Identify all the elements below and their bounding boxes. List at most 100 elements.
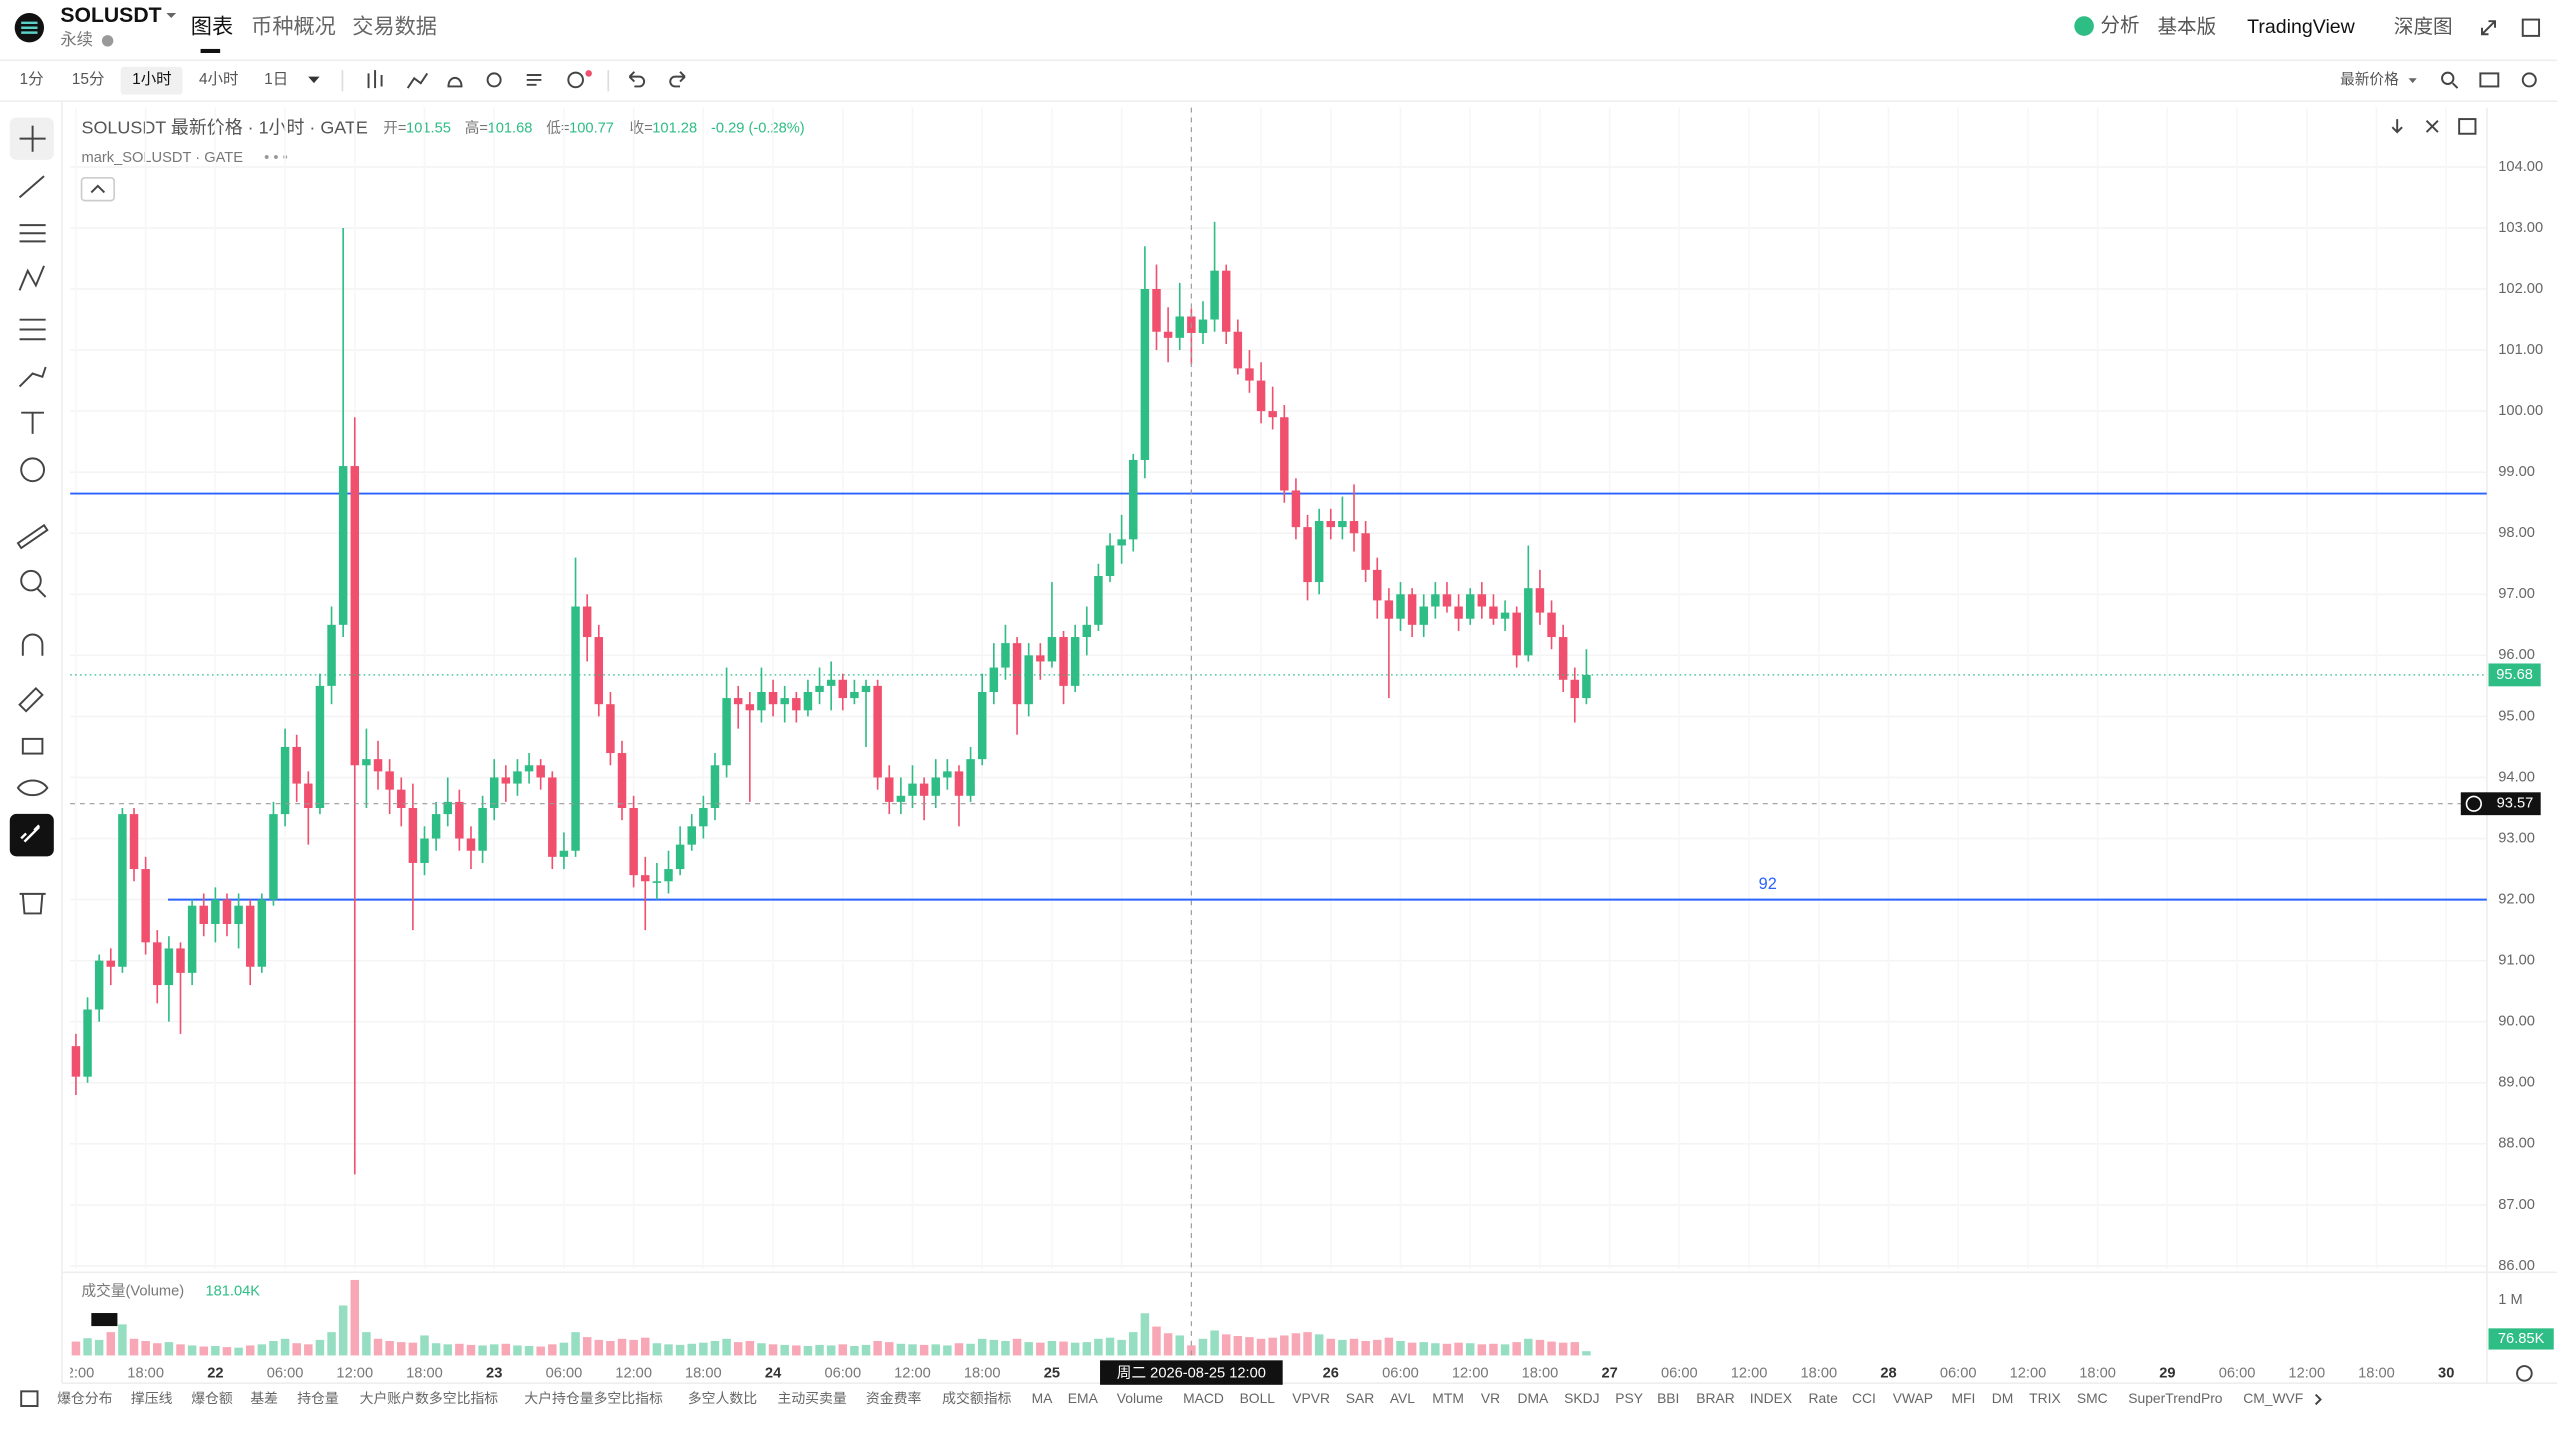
crosshair-add[interactable] xyxy=(2465,795,2482,812)
volume-bar xyxy=(1024,1342,1033,1356)
pane-icons[interactable] xyxy=(2391,118,2477,135)
indicator-tab[interactable]: Volume xyxy=(1117,1390,1164,1406)
tab[interactable]: 交易数据 xyxy=(352,14,437,38)
interval[interactable]: 1小时 xyxy=(132,70,172,88)
indicator-tab[interactable]: 持仓量 xyxy=(297,1390,339,1406)
indicator-tab[interactable]: MACD xyxy=(1183,1390,1224,1406)
indicator-tab[interactable]: BRAR xyxy=(1696,1390,1735,1406)
indicator-tab[interactable]: 资金费率 xyxy=(866,1390,922,1406)
indicator-tab[interactable]: 爆仓分布 xyxy=(57,1390,113,1406)
toolbar-right-icons[interactable] xyxy=(2441,71,2537,89)
layout-icon[interactable] xyxy=(20,1390,39,1407)
indicator-tab[interactable]: SMC xyxy=(2077,1390,2108,1406)
candle-body xyxy=(710,765,720,809)
indicator-tab[interactable]: BBI xyxy=(1657,1390,1679,1406)
candle-body xyxy=(1361,533,1370,570)
tab[interactable]: 币种概况 xyxy=(251,14,336,38)
indicator-tab[interactable]: TRIX xyxy=(2029,1390,2061,1406)
toolbar-icons[interactable] xyxy=(367,70,686,89)
indicator-tab[interactable]: 主动买卖量 xyxy=(777,1390,846,1406)
indicator-tab[interactable]: 撑压线 xyxy=(131,1390,173,1406)
indicator-tab[interactable]: MTM xyxy=(1432,1390,1464,1406)
indicator-tab[interactable]: VWAP xyxy=(1893,1390,1933,1406)
price-type[interactable]: 最新价格 xyxy=(2340,71,2399,88)
volume-bar xyxy=(536,1346,545,1356)
symbol[interactable]: SOLUSDT xyxy=(60,4,161,27)
indicator-tab[interactable]: SAR xyxy=(1346,1390,1374,1406)
interval[interactable]: 1日 xyxy=(264,71,288,88)
volume-bar xyxy=(1175,1335,1184,1356)
indicator-tab[interactable]: DMA xyxy=(1517,1390,1549,1406)
settings-icon[interactable] xyxy=(2516,1365,2533,1382)
volume-bar xyxy=(768,1344,778,1356)
candle-body xyxy=(1419,606,1428,625)
volume-name: 成交量(Volume) xyxy=(82,1282,185,1300)
indicator-tab[interactable]: CM_WVF xyxy=(2243,1390,2303,1406)
indicator-tab[interactable]: SKDJ xyxy=(1564,1390,1599,1406)
link[interactable]: 基本版 xyxy=(2157,16,2216,38)
indicator-tab[interactable]: MA xyxy=(1032,1390,1054,1406)
indicator-tab[interactable]: DM xyxy=(1992,1390,2014,1406)
candle-body xyxy=(989,667,999,692)
candle-body xyxy=(896,795,906,802)
x-tick-label: 12:00 xyxy=(615,1365,652,1381)
candle-body xyxy=(327,624,336,686)
info-icon[interactable] xyxy=(101,35,114,47)
indicator-tab[interactable]: INDEX xyxy=(1750,1390,1792,1406)
indicator-tab[interactable]: 爆仓额 xyxy=(191,1390,233,1406)
indicator-tab[interactable]: 大户账户数多空比指标 xyxy=(360,1390,499,1406)
volume-bar xyxy=(211,1346,220,1356)
indicator-tab[interactable]: PSY xyxy=(1615,1390,1643,1406)
interval[interactable]: 1分 xyxy=(20,70,44,88)
x-tick-label: 12:00 xyxy=(336,1365,373,1381)
indicator-tab[interactable]: Rate xyxy=(1809,1390,1839,1406)
y-tick-label: 90.00 xyxy=(2498,1014,2535,1030)
indicator-tab[interactable]: EMA xyxy=(1068,1390,1099,1406)
candle-body xyxy=(1047,637,1057,662)
y-tick-label: 94.00 xyxy=(2498,769,2535,785)
volume-bar xyxy=(1140,1313,1150,1356)
indicator-tab[interactable]: BOLL xyxy=(1240,1390,1276,1406)
indicator-tab[interactable]: 大户持仓量多空比指标 xyxy=(524,1390,663,1406)
volume-bar xyxy=(1198,1338,1208,1356)
more-dots[interactable]: • • • xyxy=(264,150,288,166)
interval[interactable]: 15分 xyxy=(72,70,105,88)
volume-bar xyxy=(129,1338,139,1356)
legend-label: 低= xyxy=(546,120,569,137)
dropdown[interactable] xyxy=(2408,78,2417,84)
candle-body xyxy=(652,881,662,883)
candle-body xyxy=(1512,612,1521,656)
drawing-tools[interactable] xyxy=(16,125,49,915)
tab[interactable]: 图表 xyxy=(191,14,233,38)
x-tick-label: 18:00 xyxy=(127,1365,164,1381)
indicator-tab[interactable]: MFI xyxy=(1951,1390,1975,1406)
collapse-button[interactable] xyxy=(80,176,115,202)
candle-body xyxy=(1152,288,1161,332)
dropdown[interactable] xyxy=(308,76,320,84)
indicator-tab[interactable]: 多空人数比 xyxy=(688,1390,757,1406)
interval[interactable]: 4小时 xyxy=(199,70,239,88)
indicator-tab[interactable]: 成交额指标 xyxy=(942,1390,1011,1406)
expand-icon[interactable] xyxy=(2481,20,2497,36)
indicator-tab[interactable]: SuperTrendPro xyxy=(2128,1390,2223,1406)
y-tick-label: 88.00 xyxy=(2498,1136,2535,1152)
candle-body xyxy=(1454,606,1463,619)
candle-body xyxy=(1547,612,1556,638)
chart-subtitle: mark_SOLUSDT · GATE xyxy=(82,150,244,166)
legend-label: 开= xyxy=(383,121,406,137)
link[interactable]: 分析 xyxy=(2100,14,2139,36)
scroll-arrow[interactable] xyxy=(2314,1393,2322,1406)
indicator-tab[interactable]: AVL xyxy=(1390,1390,1415,1406)
volume-bar xyxy=(908,1344,917,1356)
link[interactable]: TradingView xyxy=(2247,16,2356,38)
indicator-tab[interactable]: VR xyxy=(1481,1390,1500,1406)
link[interactable]: 深度图 xyxy=(2394,16,2453,38)
dropdown[interactable] xyxy=(166,13,177,18)
indicator-tab[interactable]: 基差 xyxy=(250,1390,278,1406)
window-icon[interactable] xyxy=(2521,18,2541,37)
volume-bar xyxy=(582,1337,592,1356)
indicator-tab[interactable]: VPVR xyxy=(1292,1390,1330,1406)
indicator-tab[interactable]: CCI xyxy=(1852,1390,1876,1406)
candle-body xyxy=(129,814,139,870)
